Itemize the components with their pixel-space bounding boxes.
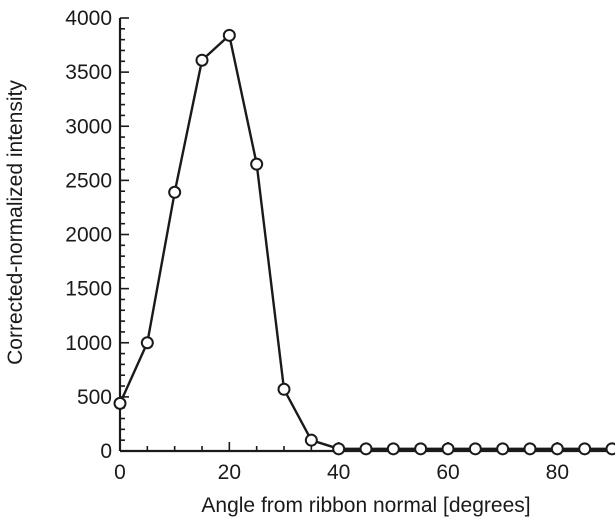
data-point [168, 185, 182, 199]
data-point [550, 442, 564, 456]
data-point [578, 442, 592, 456]
x-axis-title: Angle from ribbon normal [degrees] [201, 494, 530, 517]
data-point [140, 336, 154, 350]
y-tick-label: 1500 [65, 278, 112, 301]
y-tick-label: 2500 [65, 169, 112, 192]
data-point [386, 442, 400, 456]
data-point [359, 442, 373, 456]
x-tick-label: 60 [436, 461, 459, 484]
data-point [605, 442, 615, 456]
data-point [195, 53, 209, 67]
data-point [250, 157, 264, 171]
y-tick-label: 0 [100, 440, 112, 463]
data-point [523, 442, 537, 456]
series-line [118, 34, 612, 450]
data-point [468, 442, 482, 456]
x-tick-label: 20 [218, 461, 241, 484]
y-tick-label: 500 [77, 386, 112, 409]
y-tick-label: 3500 [65, 61, 112, 84]
y-tick-label: 3000 [65, 115, 112, 138]
data-point [222, 28, 236, 42]
x-tick-label: 80 [546, 461, 569, 484]
data-point [414, 442, 428, 456]
data-point [277, 382, 291, 396]
data-point [332, 442, 346, 456]
y-tick-label: 4000 [65, 7, 112, 30]
data-point [441, 442, 455, 456]
tick-labels: 0 20 40 60 80 0 500 1000 1500 2000 2500 3000 3500 400… [65, 7, 569, 484]
data-point [113, 396, 127, 410]
y-axis-title: Corrected-normalized intensity [4, 80, 27, 365]
series [113, 28, 615, 456]
y-tick-label: 2000 [65, 224, 112, 247]
axes [118, 18, 612, 453]
data-point [496, 442, 510, 456]
x-tick-label: 0 [114, 461, 126, 484]
y-tick-label: 1000 [65, 332, 112, 355]
ticks [119, 17, 613, 452]
data-point [304, 433, 318, 447]
x-tick-label: 40 [327, 461, 350, 484]
